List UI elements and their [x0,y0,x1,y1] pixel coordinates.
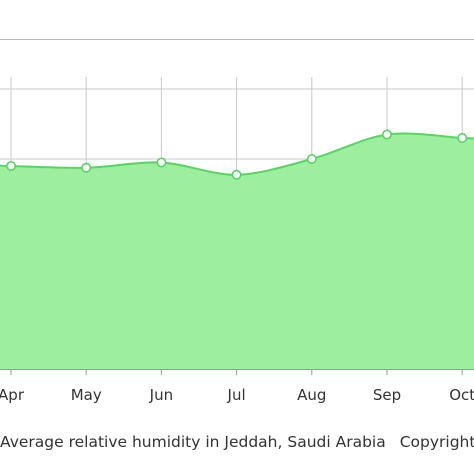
data-point-oct [457,133,468,144]
humidity-area [0,133,474,369]
data-point-may [81,162,92,173]
x-tick-label-jul: Jul [227,386,246,404]
caption-text: Average relative humidity in Jeddah, Sau… [0,433,386,451]
x-tick-label-apr: Apr [0,386,25,404]
x-tick-label-aug: Aug [297,386,326,404]
top-rule [0,39,474,40]
copyright-text: Copyright [399,433,474,451]
x-tick-label-sep: Sep [373,386,401,404]
data-points [6,129,468,180]
x-axis-ticks: Apr May Jun Jul Aug Sep Oct [0,369,474,404]
chart-caption: Average relative humidity in Jeddah, Sau… [0,433,474,451]
x-tick-label-jun: Jun [149,386,173,404]
x-tick-label-may: May [71,386,102,404]
data-point-jul [231,169,242,180]
x-tick-label-oct: Oct [449,386,474,404]
data-point-apr [6,161,16,172]
data-point-sep [381,129,392,140]
data-point-aug [306,154,317,165]
data-point-jun [156,157,167,168]
